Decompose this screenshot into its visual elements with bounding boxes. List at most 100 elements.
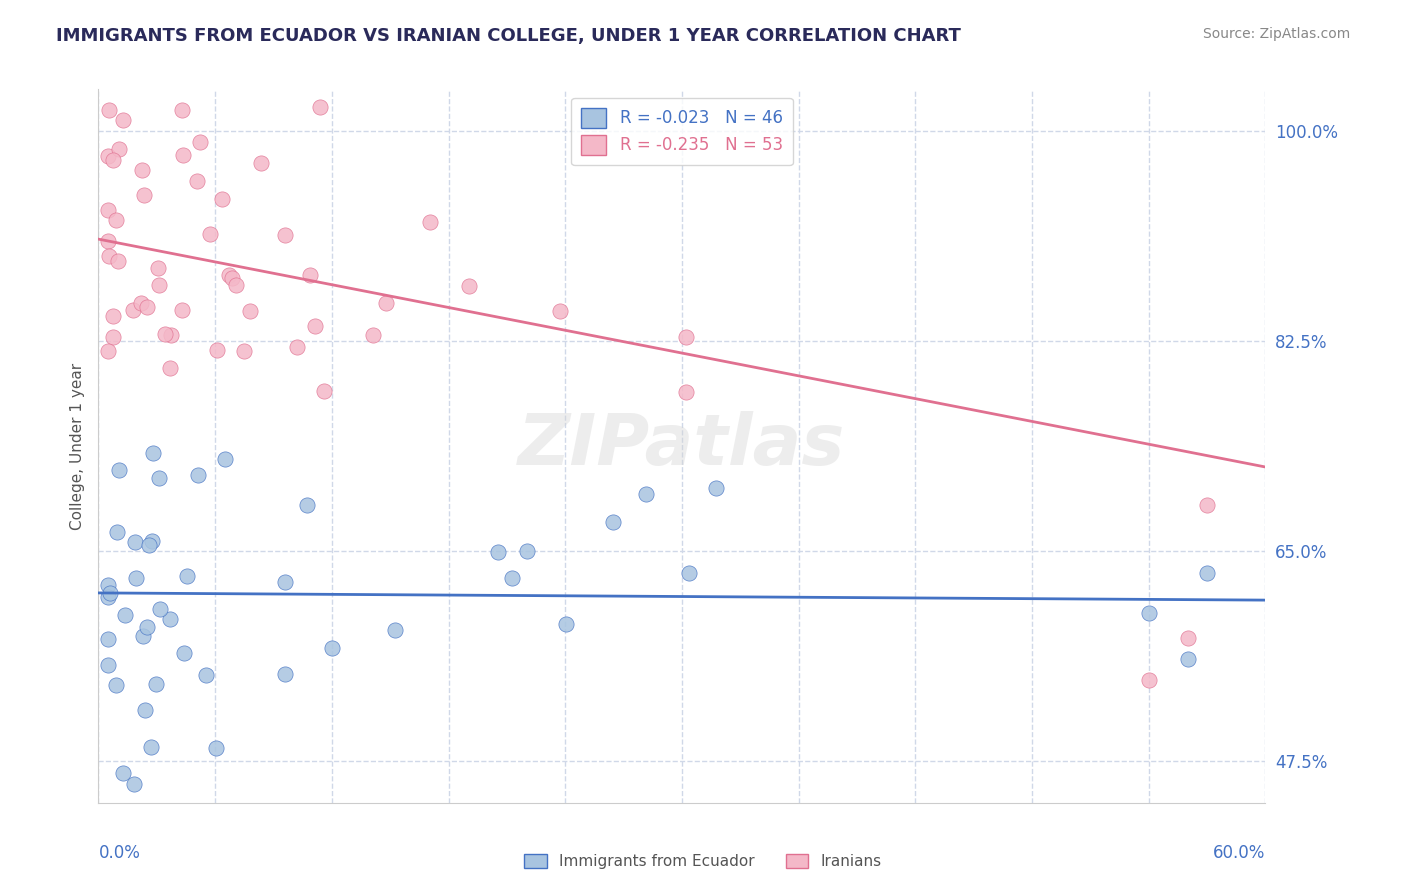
Point: [98, 103, 121, 117]
Point: [176, 568, 198, 582]
Point: [159, 361, 181, 376]
Legend: R = -0.023   N = 46, R = -0.235   N = 53: R = -0.023 N = 46, R = -0.235 N = 53: [571, 97, 793, 165]
Point: [97, 658, 120, 673]
Point: [486, 545, 509, 559]
Point: [111, 766, 134, 780]
Point: [295, 498, 318, 512]
Point: [173, 148, 195, 162]
Point: [634, 487, 657, 501]
Text: IMMIGRANTS FROM ECUADOR VS IRANIAN COLLEGE, UNDER 1 YEAR CORRELATION CHART: IMMIGRANTS FROM ECUADOR VS IRANIAN COLLE…: [56, 27, 962, 45]
Point: [132, 630, 155, 644]
Point: [678, 566, 700, 580]
Point: [205, 343, 228, 358]
Text: 60.0%: 60.0%: [1213, 845, 1265, 863]
Point: [1177, 651, 1199, 665]
Point: [374, 296, 396, 310]
Point: [97, 578, 120, 592]
Point: [516, 543, 538, 558]
Point: [159, 612, 181, 626]
Point: [457, 279, 479, 293]
Point: [419, 215, 441, 229]
Point: [308, 100, 330, 114]
Point: [1137, 673, 1160, 688]
Point: [141, 534, 163, 549]
Point: [205, 741, 228, 756]
Point: [361, 327, 384, 342]
Point: [148, 471, 170, 485]
Text: 0.0%: 0.0%: [98, 845, 141, 863]
Point: [160, 327, 183, 342]
Point: [250, 156, 273, 170]
Point: [221, 271, 243, 285]
Point: [675, 329, 697, 343]
Point: [129, 296, 152, 310]
Point: [141, 446, 163, 460]
Point: [555, 616, 578, 631]
Point: [101, 153, 124, 167]
Point: [198, 227, 221, 241]
Point: [145, 677, 167, 691]
Point: [135, 300, 157, 314]
Point: [548, 303, 571, 318]
Point: [172, 303, 194, 318]
Point: [124, 534, 146, 549]
Point: [274, 575, 297, 590]
Point: [131, 162, 153, 177]
Point: [107, 254, 129, 268]
Point: [138, 538, 160, 552]
Point: [125, 571, 148, 585]
Point: [211, 193, 233, 207]
Point: [173, 646, 195, 660]
Point: [187, 468, 209, 483]
Point: [285, 340, 308, 354]
Point: [121, 303, 143, 318]
Point: [195, 667, 218, 681]
Point: [218, 268, 240, 283]
Point: [122, 777, 145, 791]
Point: [501, 570, 523, 584]
Point: [146, 260, 169, 275]
Point: [232, 344, 254, 359]
Point: [675, 384, 697, 399]
Point: [107, 463, 129, 477]
Point: [149, 602, 172, 616]
Point: [97, 590, 120, 604]
Legend: Immigrants from Ecuador, Iranians: Immigrants from Ecuador, Iranians: [517, 848, 889, 875]
Point: [112, 113, 135, 128]
Point: [186, 174, 208, 188]
Point: [153, 326, 176, 341]
Point: [299, 268, 322, 283]
Point: [98, 586, 121, 600]
Point: [1195, 498, 1218, 512]
Point: [304, 318, 326, 333]
Point: [139, 739, 162, 754]
Point: [321, 641, 343, 656]
Point: [312, 384, 335, 399]
Point: [97, 149, 120, 163]
Y-axis label: College, Under 1 year: College, Under 1 year: [69, 362, 84, 530]
Point: [170, 103, 193, 117]
Point: [1137, 607, 1160, 621]
Point: [225, 278, 247, 293]
Point: [97, 202, 120, 217]
Point: [214, 451, 236, 466]
Point: [105, 524, 128, 539]
Text: ZIPatlas: ZIPatlas: [519, 411, 845, 481]
Point: [101, 309, 124, 323]
Point: [134, 703, 156, 717]
Point: [98, 249, 121, 263]
Point: [104, 212, 127, 227]
Point: [114, 608, 136, 623]
Point: [1177, 631, 1199, 645]
Point: [188, 135, 211, 149]
Point: [384, 624, 406, 638]
Text: Source: ZipAtlas.com: Source: ZipAtlas.com: [1202, 27, 1350, 41]
Point: [136, 620, 159, 634]
Point: [1195, 566, 1218, 580]
Point: [97, 344, 120, 359]
Point: [101, 330, 124, 344]
Point: [148, 278, 170, 293]
Point: [97, 632, 120, 647]
Point: [239, 304, 262, 318]
Point: [274, 666, 297, 681]
